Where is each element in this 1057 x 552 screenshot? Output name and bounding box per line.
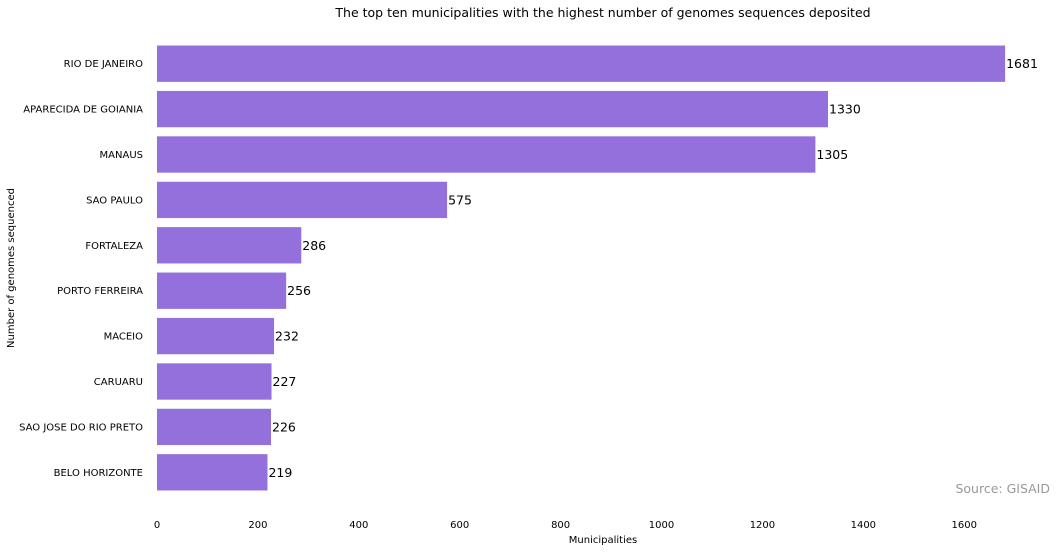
x-axis-label: Municipalities (569, 535, 637, 546)
bar-8 (157, 408, 272, 446)
value-label-3: 575 (448, 192, 472, 207)
x-tick-label-5: 1000 (649, 520, 674, 531)
category-label-6: MACEIO (104, 332, 144, 343)
x-tick-label-7: 1400 (851, 520, 876, 531)
source-annotation: Source: GISAID (955, 481, 1050, 496)
bar-6 (157, 317, 275, 355)
value-label-4: 286 (302, 238, 326, 253)
value-label-8: 226 (272, 419, 296, 434)
category-label-7: CARUARU (94, 377, 143, 388)
category-label-0: RIO DE JANEIRO (64, 59, 143, 70)
x-axis-ticks: 0 200 400 600 800 1000 1200 1400 1600 (154, 520, 977, 531)
category-label-8: SAO JOSE DO RIO PRETO (19, 422, 143, 433)
value-label-0: 1681 (1006, 56, 1038, 71)
x-tick-label-0: 0 (154, 520, 160, 531)
bar-9 (157, 454, 268, 491)
category-label-3: SAO PAULO (86, 195, 143, 206)
category-label-1: APARECIDA DE GOIANIA (23, 105, 143, 116)
y-axis-label: Number of genomes sequenced (6, 188, 17, 348)
x-tick-label-6: 1200 (750, 520, 775, 531)
category-label-9: BELO HORIZONTE (54, 468, 143, 479)
bar-3 (157, 181, 448, 219)
bar-5 (157, 272, 287, 309)
value-label-5: 256 (287, 283, 311, 298)
bars-group: RIO DE JANEIRO 1681 APARECIDA DE GOIANIA 13… (19, 45, 1038, 491)
bar-4 (157, 227, 302, 264)
category-label-5: PORTO FERREIRA (57, 286, 143, 297)
bar-2 (157, 136, 816, 173)
category-label-2: MANAUS (100, 150, 143, 161)
bar-1 (157, 90, 829, 128)
chart-title: The top ten municipalities with the high… (334, 5, 870, 20)
value-label-6: 232 (275, 329, 299, 344)
value-label-2: 1305 (816, 147, 848, 162)
value-label-1: 1330 (829, 102, 861, 117)
x-tick-label-3: 600 (450, 520, 469, 531)
value-label-7: 227 (273, 374, 297, 389)
x-tick-label-2: 400 (349, 520, 368, 531)
x-tick-label-8: 1600 (952, 520, 977, 531)
bar-0 (157, 45, 1006, 82)
category-label-4: FORTALEZA (85, 241, 143, 252)
value-label-9: 219 (268, 465, 292, 480)
x-tick-label-1: 200 (248, 520, 267, 531)
x-tick-label-4: 800 (551, 520, 570, 531)
bar-7 (157, 363, 272, 400)
